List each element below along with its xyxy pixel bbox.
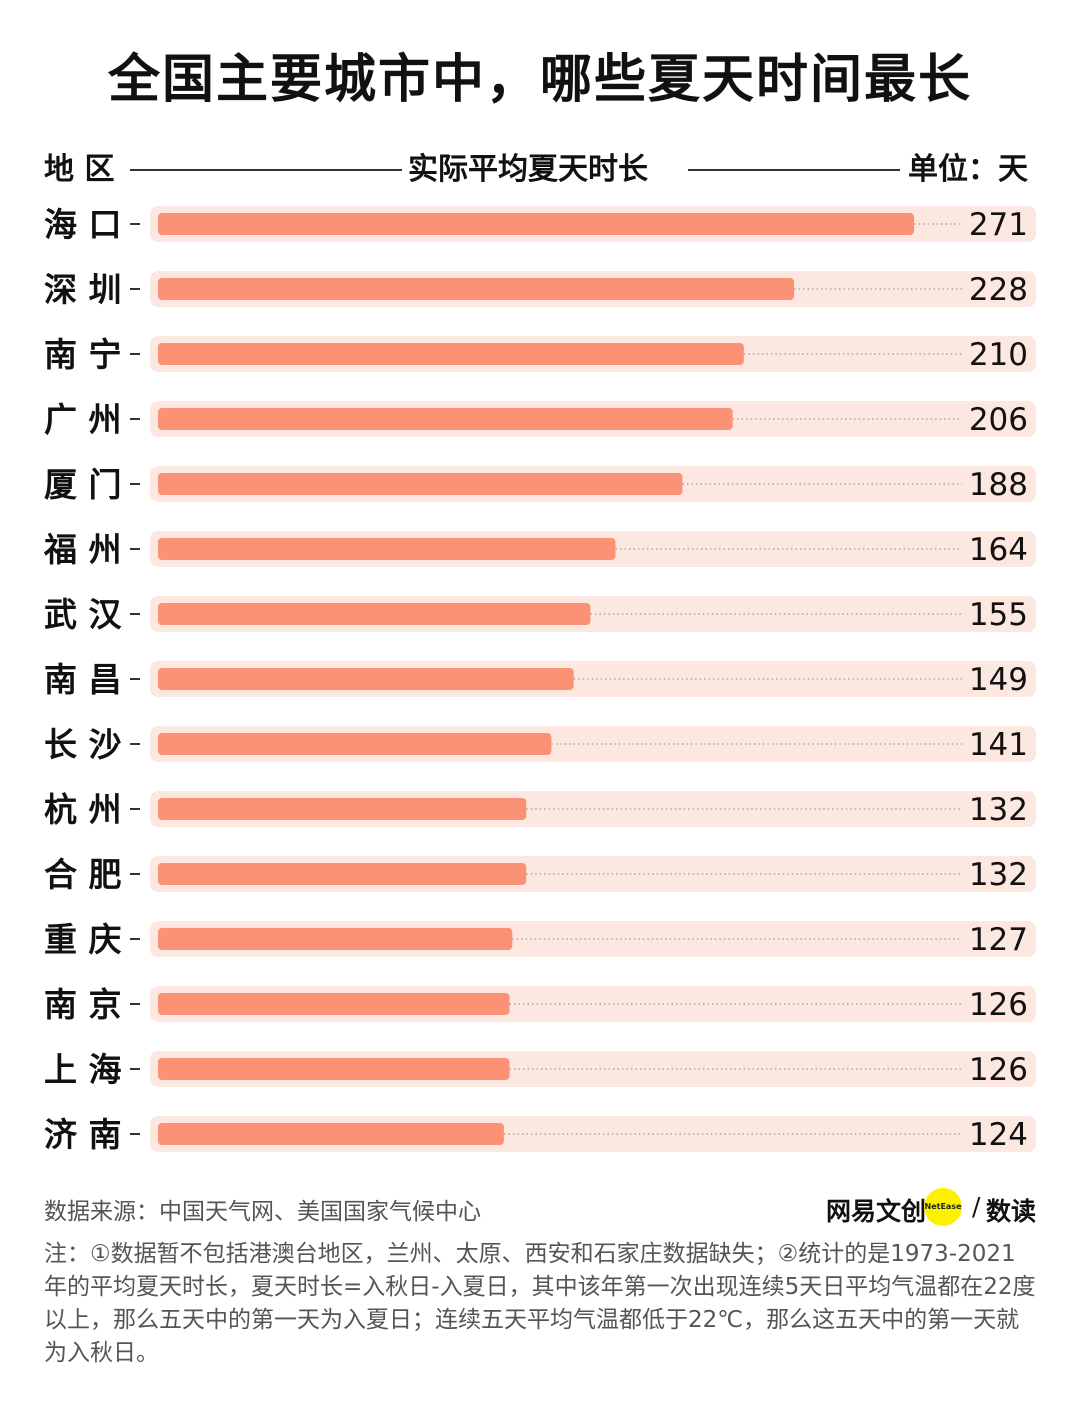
brand-logo: 网易文创 NetEase / 数读 <box>826 1188 1040 1228</box>
category-label: 南 昌 <box>44 660 122 699</box>
logo-sub-text: 数读 <box>986 1197 1037 1226</box>
category-label: 重 庆 <box>44 920 122 959</box>
column-header: 地 区 实际平均夏天时长 单位：天 <box>0 148 1080 192</box>
bar <box>158 928 513 950</box>
bar <box>158 1058 510 1080</box>
bar <box>158 733 552 755</box>
bar <box>158 798 527 820</box>
bar <box>158 863 527 885</box>
category-label: 福 州 <box>43 530 122 569</box>
category-label: 济 南 <box>44 1115 122 1154</box>
bar <box>158 408 733 430</box>
chart-title: 全国主要城市中，哪些夏天时间最长 <box>107 50 972 110</box>
bar <box>158 473 683 495</box>
unit-header: 单位：天 <box>908 152 1028 187</box>
bar-chart: 海 口 271 深 圳 228 南 宁 210 广 州 206 厦 门 188 福 州 164 武 汉 1… <box>43 205 1036 1154</box>
logo-main-text: 网易文创 <box>826 1197 927 1226</box>
value-label: 132 <box>969 792 1028 828</box>
bar <box>158 1123 504 1145</box>
value-label: 155 <box>969 597 1028 633</box>
bar <box>158 603 591 625</box>
category-label: 南 京 <box>44 985 122 1024</box>
footnote: 注：①数据暂不包括港澳台地区，兰州、太原、西安和石家庄数据缺失；②统计的是197… <box>44 1241 1036 1366</box>
value-label: 132 <box>969 857 1028 893</box>
metric-header: 实际平均夏天时长 <box>408 152 648 187</box>
value-label: 127 <box>969 922 1028 958</box>
bar <box>158 343 744 365</box>
value-label: 210 <box>969 337 1028 373</box>
category-label: 合 肥 <box>44 855 122 894</box>
value-label: 141 <box>969 727 1028 763</box>
value-label: 126 <box>969 1052 1028 1088</box>
header-rule-left <box>130 169 402 171</box>
value-label: 228 <box>969 272 1028 308</box>
category-label: 南 宁 <box>44 335 122 374</box>
category-label: 厦 门 <box>44 465 122 504</box>
category-label: 长 沙 <box>44 725 122 764</box>
value-label: 164 <box>969 532 1028 568</box>
value-label: 124 <box>969 1117 1028 1153</box>
logo-separator: / <box>972 1192 981 1221</box>
value-label: 271 <box>969 207 1028 243</box>
category-label: 武 汉 <box>44 595 122 634</box>
data-source: 数据来源：中国天气网、美国国家气候中心 <box>44 1199 481 1225</box>
region-header: 地 区 <box>44 152 115 187</box>
header-rule-right <box>688 169 900 171</box>
logo-badge: NetEase <box>924 1188 962 1226</box>
bar <box>158 213 914 235</box>
bar <box>158 538 616 560</box>
category-label: 深 圳 <box>44 270 122 309</box>
value-label: 126 <box>969 987 1028 1023</box>
category-label: 海 口 <box>44 205 122 244</box>
value-label: 149 <box>969 662 1028 698</box>
value-label: 188 <box>969 467 1028 503</box>
bar <box>158 668 574 690</box>
bar <box>158 993 510 1015</box>
category-label: 杭 州 <box>44 790 122 829</box>
category-label: 广 州 <box>44 400 122 439</box>
bar <box>158 278 795 300</box>
category-label: 上 海 <box>44 1050 122 1089</box>
value-label: 206 <box>969 402 1028 438</box>
